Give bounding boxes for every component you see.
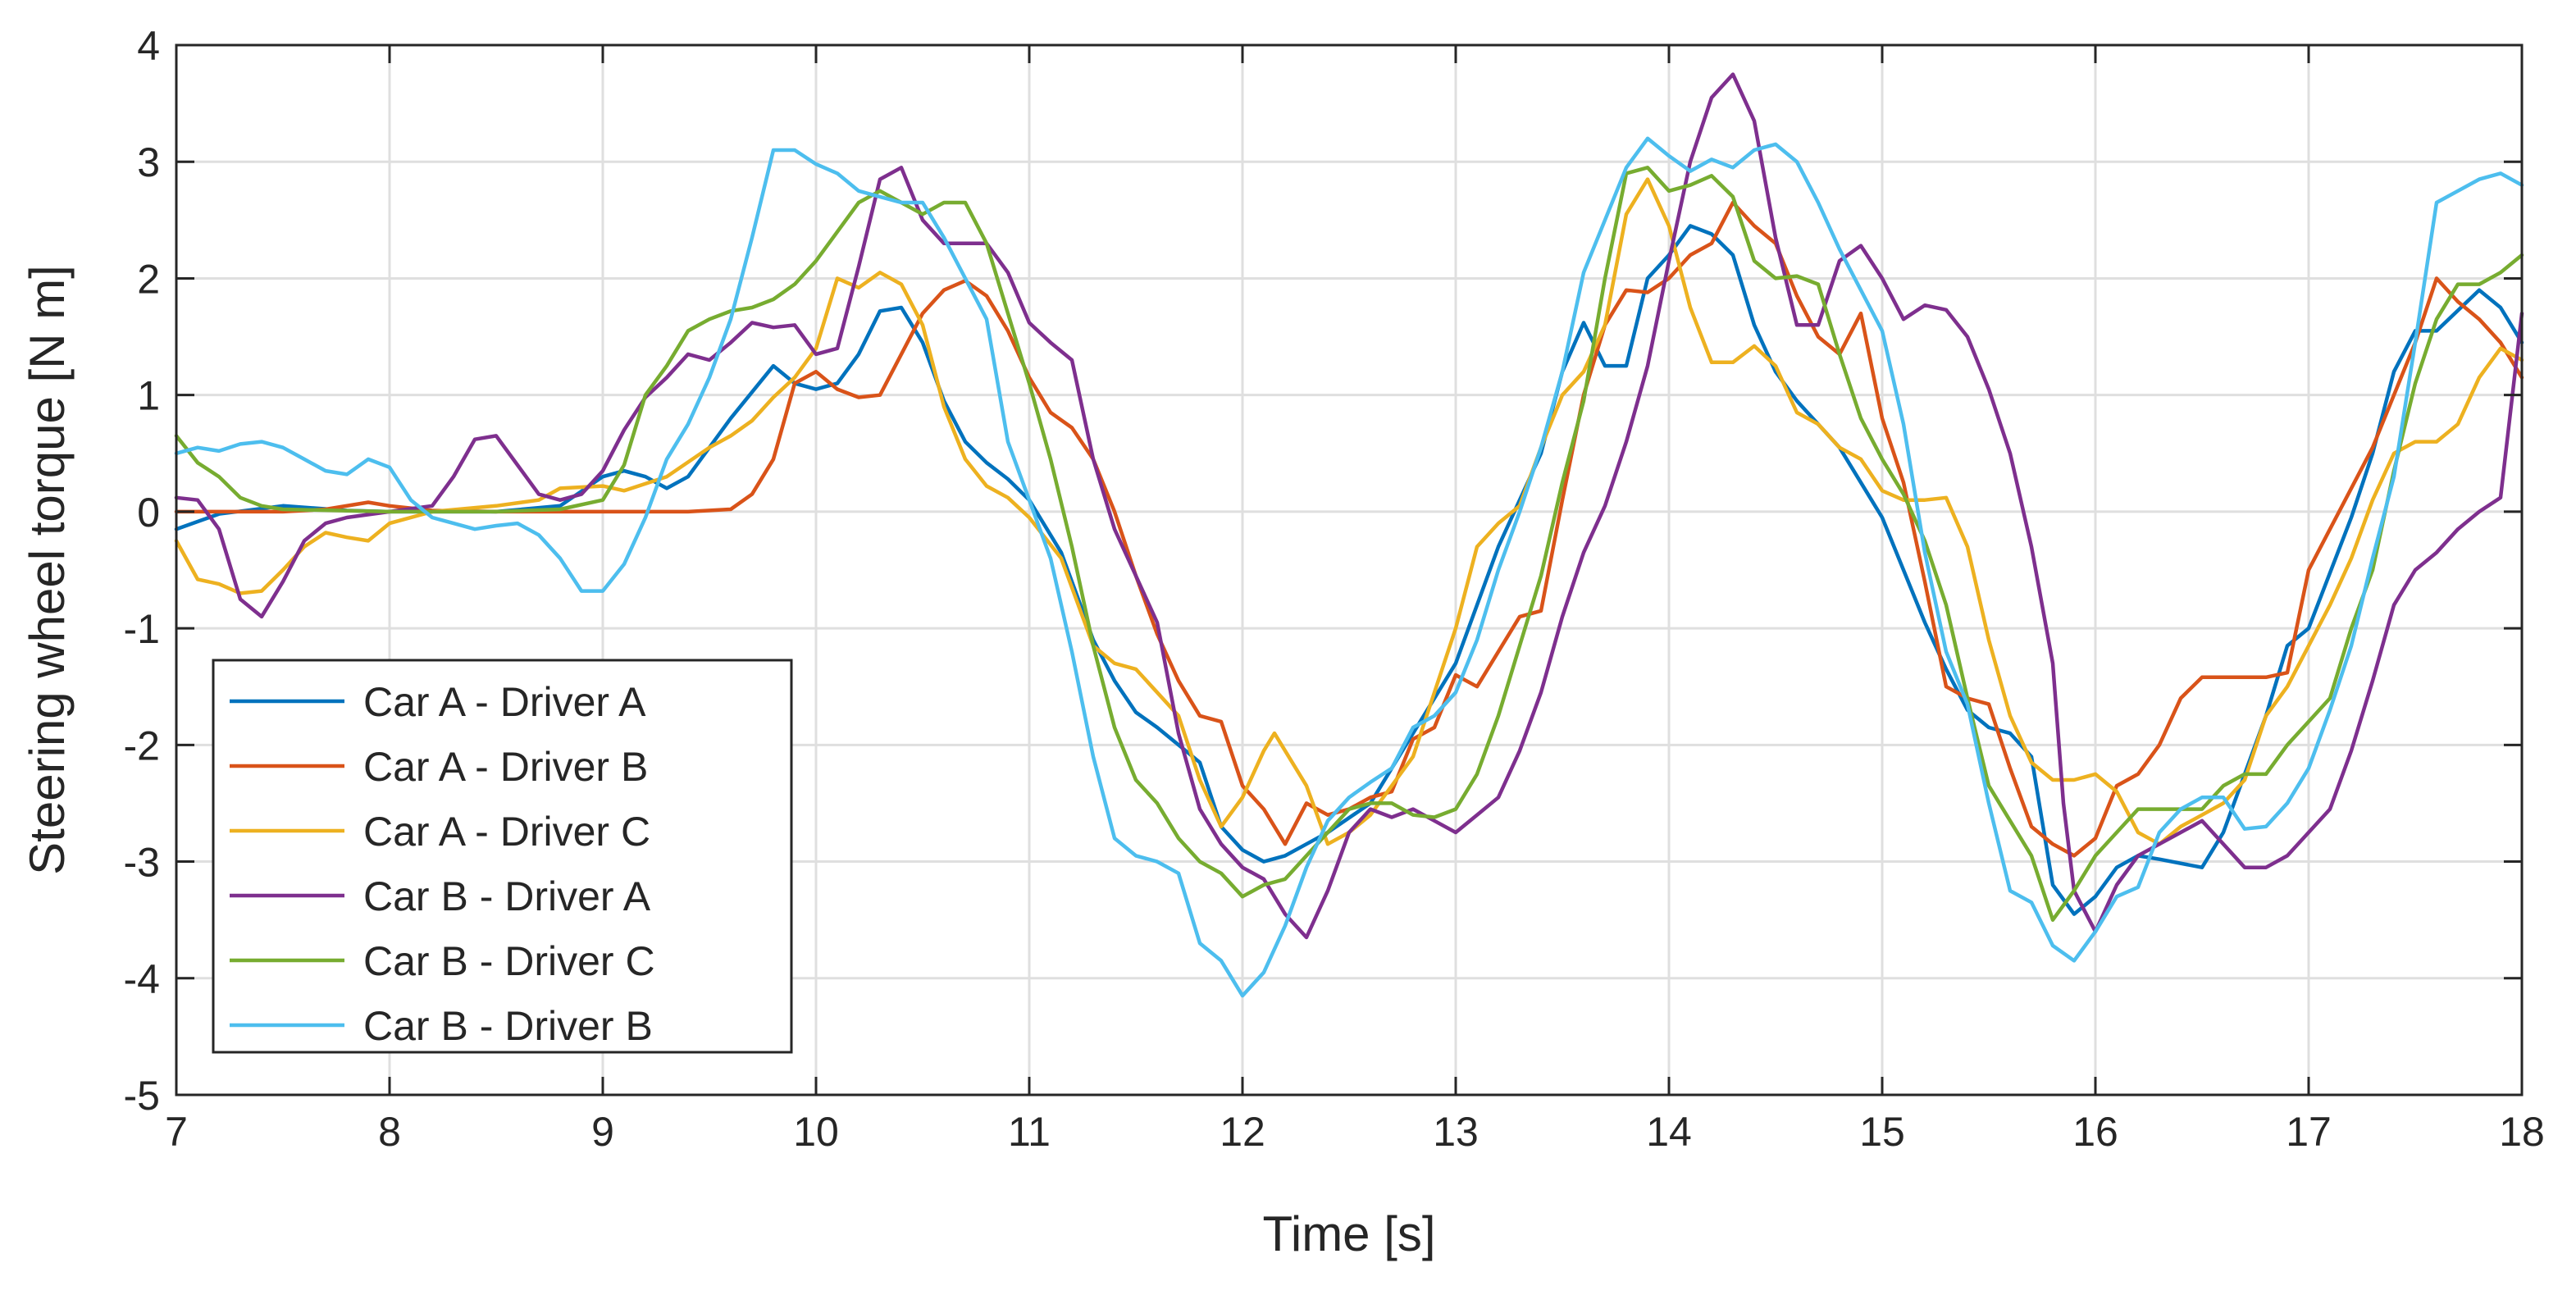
- y-tick-label: 1: [137, 373, 160, 419]
- y-axis-label: Steering wheel torque [N m]: [20, 265, 75, 875]
- plot-frame: [175, 43, 2524, 1097]
- y-tick-label: 0: [137, 490, 160, 536]
- legend-box: [212, 659, 793, 1054]
- legend: Car A - Driver A Car A - Driver B Car A - …: [212, 659, 793, 1054]
- y-tick-labels: 4 3 2 1 0 -1 -2 -3 -4 -5: [124, 23, 160, 1119]
- legend-label-5: Car B - Driver C: [363, 938, 655, 984]
- x-tick-labels: 7 8 9 10 11 12 13 14 15 16 17 18: [165, 1109, 2545, 1155]
- series-line-2: [174, 200, 2524, 858]
- x-tick-label: 10: [793, 1109, 839, 1155]
- x-tick-label: 17: [2286, 1109, 2332, 1155]
- x-tick-label: 14: [1646, 1109, 1692, 1155]
- x-tick-label: 16: [2072, 1109, 2118, 1155]
- y-tick-label: 2: [137, 256, 160, 302]
- x-tick-label: 12: [1220, 1109, 1265, 1155]
- legend-label-4: Car B - Driver A: [363, 873, 651, 919]
- series-line-6: [174, 136, 2524, 998]
- series-line-5: [174, 166, 2524, 922]
- y-tick-label: -1: [124, 606, 160, 652]
- x-tick-label: 13: [1433, 1109, 1479, 1155]
- y-tick-label: 3: [137, 139, 160, 185]
- x-tick-label: 15: [1859, 1109, 1905, 1155]
- legend-label-2: Car A - Driver B: [363, 744, 648, 790]
- legend-label-3: Car A - Driver C: [363, 809, 650, 855]
- legend-label-6: Car B - Driver B: [363, 1003, 653, 1049]
- x-tick-label: 11: [1008, 1109, 1051, 1155]
- series-line-1: [174, 224, 2524, 916]
- y-tick-label: -3: [124, 840, 160, 886]
- legend-label-1: Car A - Driver A: [363, 679, 646, 725]
- x-tick-label: 18: [2499, 1109, 2545, 1155]
- series-lines: [174, 72, 2524, 998]
- y-tick-label: -4: [124, 956, 160, 1002]
- axis-ticks: [175, 43, 2524, 1097]
- series-line-4: [174, 72, 2524, 940]
- x-tick-label: 9: [591, 1109, 614, 1155]
- y-tick-label: 4: [137, 23, 160, 69]
- x-tick-label: 8: [378, 1109, 401, 1155]
- y-tick-label: -2: [124, 723, 160, 768]
- x-axis-label: Time [s]: [1262, 1206, 1435, 1261]
- x-tick-label: 7: [165, 1109, 188, 1155]
- y-tick-label: -5: [124, 1073, 160, 1119]
